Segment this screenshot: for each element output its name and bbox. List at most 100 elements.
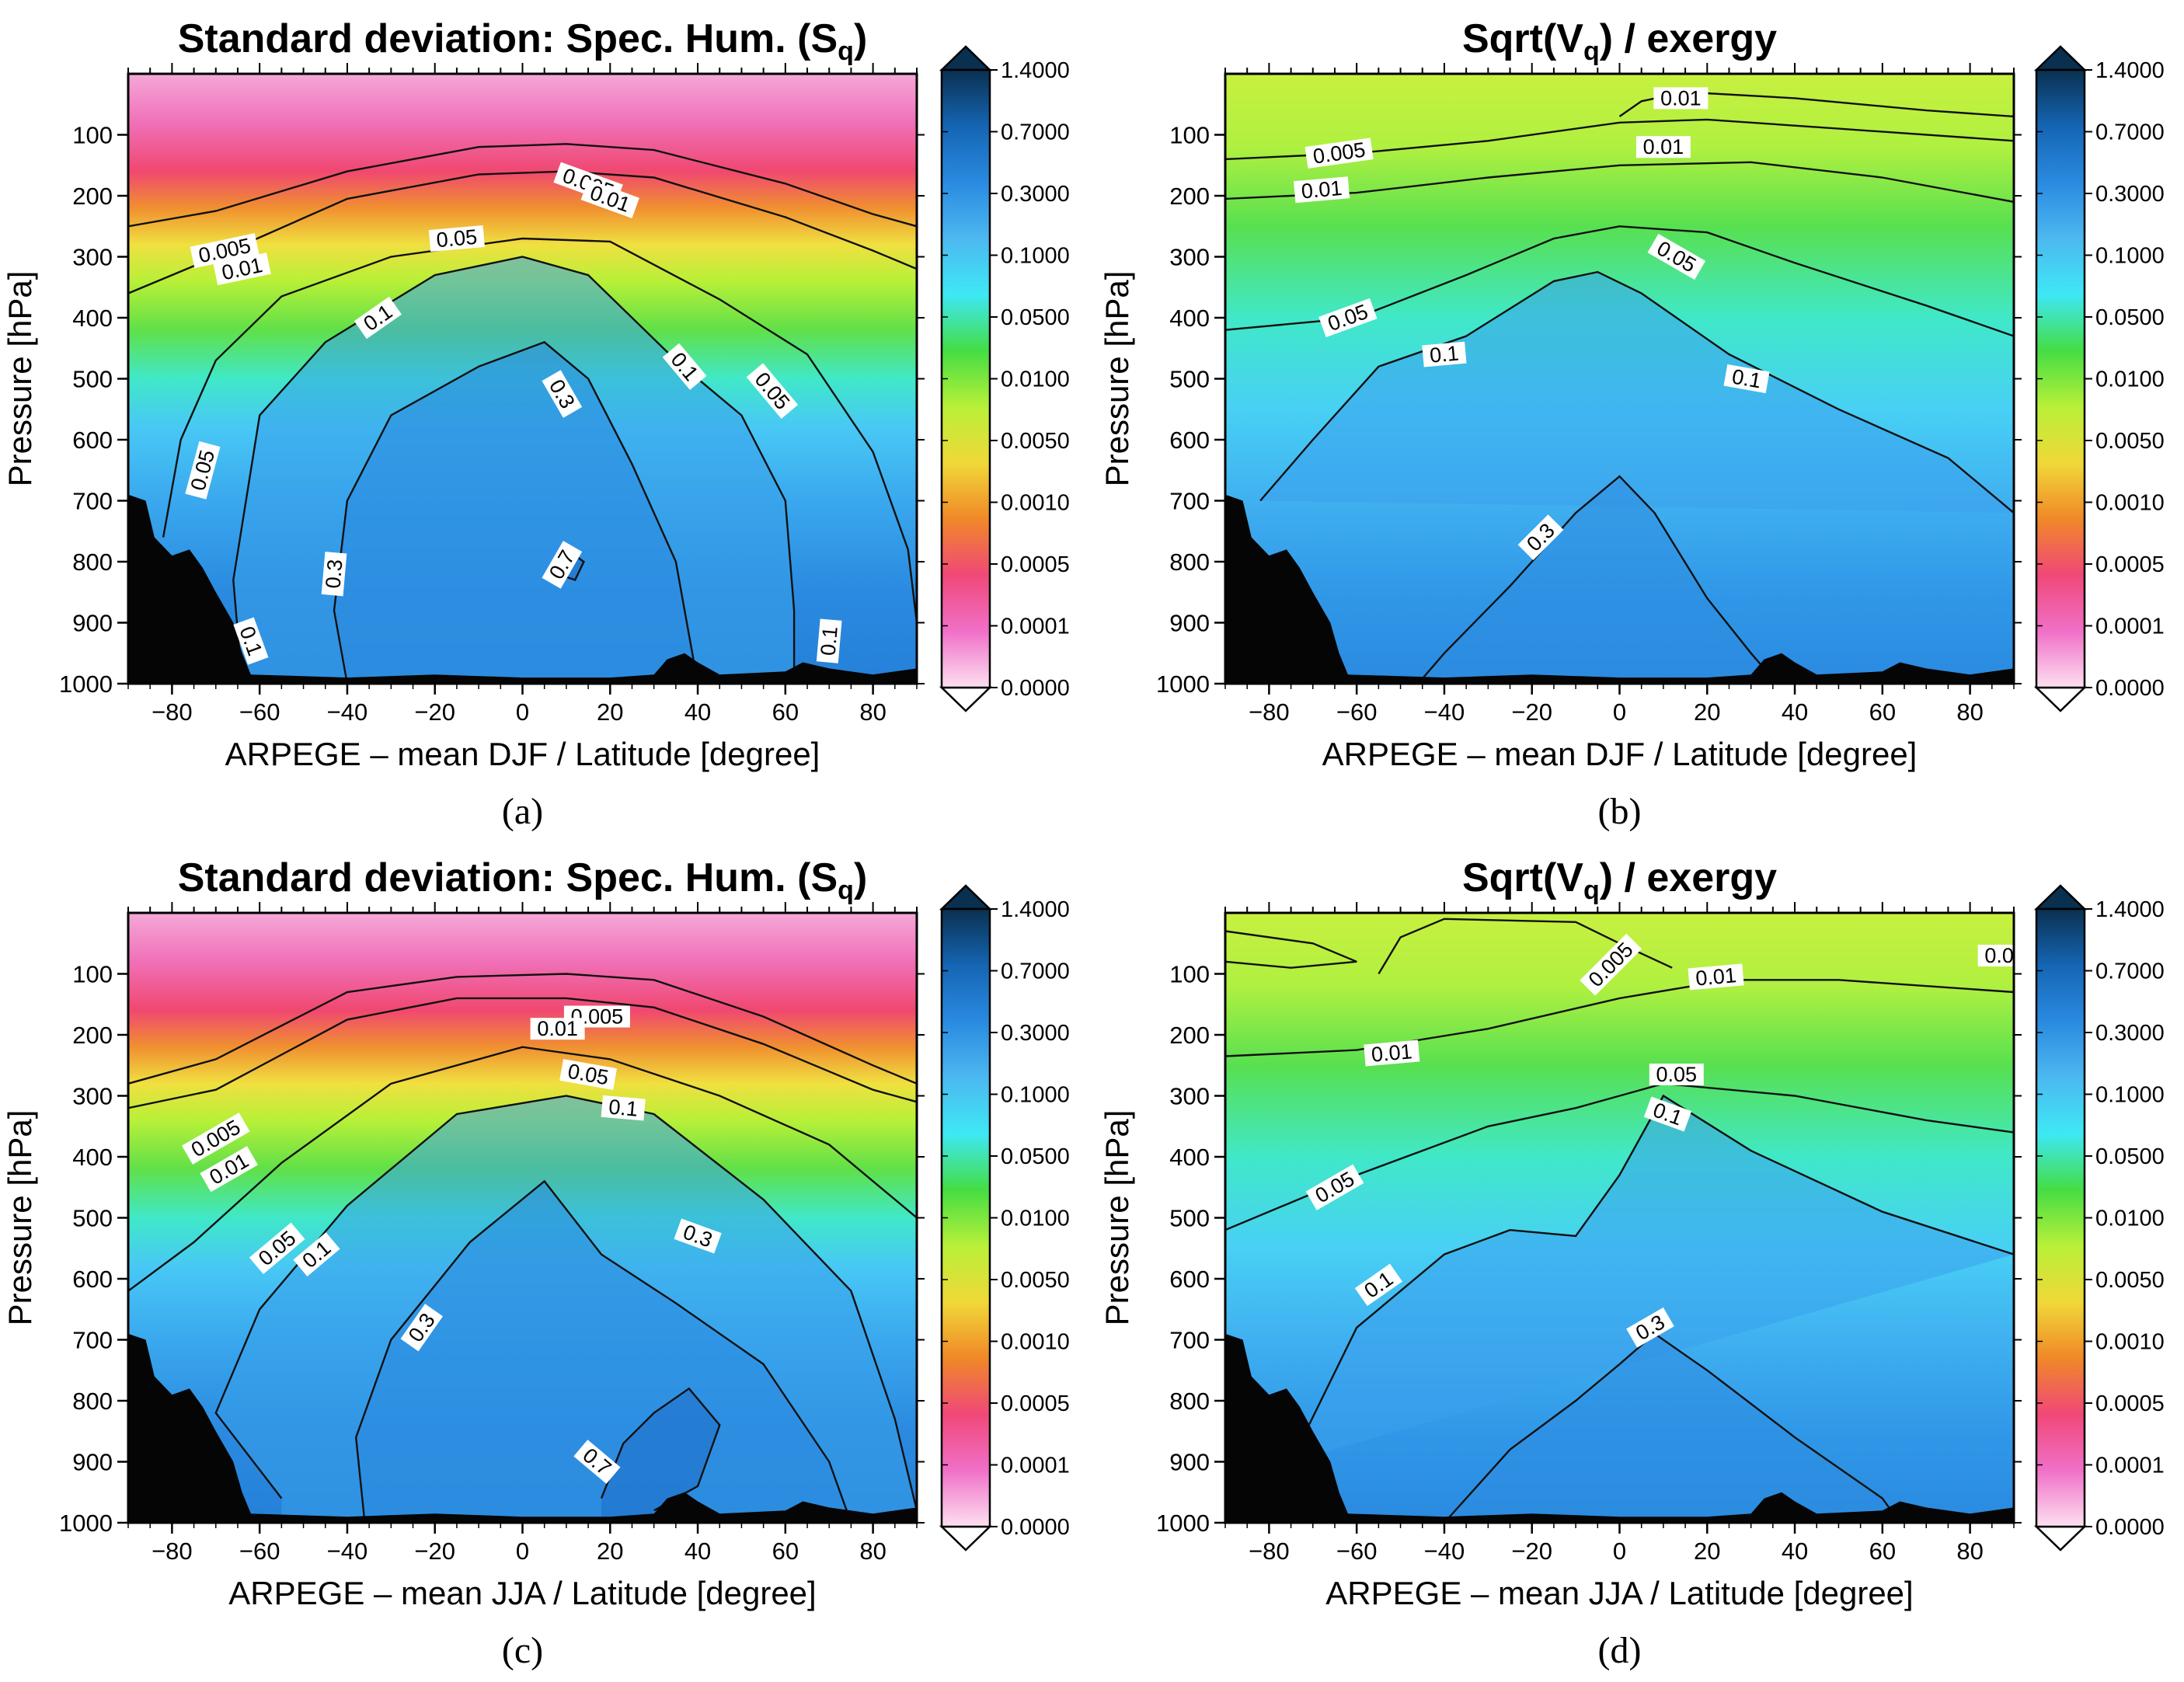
y-tick-label: 800 bbox=[72, 1388, 113, 1415]
contour-label-text: 0.1 bbox=[608, 1095, 639, 1121]
contour-label-text: 0.3 bbox=[321, 559, 347, 590]
x-tick-label: 60 bbox=[772, 698, 799, 726]
x-tick-label: 0 bbox=[1613, 698, 1626, 726]
plot-area: 0.005 0.010.010.010.050.10.050.10.3 bbox=[1225, 913, 2014, 1523]
y-tick-label: 600 bbox=[1169, 1266, 1210, 1293]
panel-title: Standard deviation: Spec. Hum. (Sq) bbox=[178, 16, 868, 66]
colorbar-label: 0.0050 bbox=[2095, 1268, 2165, 1293]
contour-line-0.05 bbox=[162, 237, 917, 623]
panel-caption: (d) bbox=[1598, 1630, 1642, 1671]
x-axis-label: ARPEGE – mean JJA / Latitude [degree] bbox=[228, 1575, 816, 1611]
contour-label-text: 0.1 bbox=[1429, 342, 1460, 367]
x-tick-label: −80 bbox=[1249, 698, 1290, 726]
y-tick-label: 100 bbox=[1169, 122, 1210, 149]
colorbar-label: 0.0010 bbox=[2095, 1330, 2165, 1355]
contour-line-0.01 bbox=[1618, 91, 2014, 118]
colorbar-label: 0.0050 bbox=[2095, 429, 2165, 454]
y-tick-label: 900 bbox=[72, 610, 113, 637]
y-tick-label: 100 bbox=[72, 122, 113, 149]
y-tick-label: 1000 bbox=[1156, 670, 1210, 698]
y-tick-label: 700 bbox=[72, 488, 113, 515]
panel-title: Sqrt(Vq) / exergy bbox=[1462, 16, 1777, 66]
colorbar: 1.4000 0.7000 0.3000 0.1000 0.0500 0.0100 0.00… bbox=[939, 884, 1070, 1551]
x-tick-label: −40 bbox=[327, 1537, 368, 1565]
x-tick-label: −40 bbox=[327, 698, 368, 726]
y-axis-label: Pressure [hPa] bbox=[1099, 271, 1135, 487]
contour-fill-0.3 bbox=[356, 1181, 852, 1523]
y-tick-label: 1000 bbox=[59, 1510, 113, 1537]
colorbar-label: 0.0100 bbox=[2095, 1207, 2165, 1231]
contour-line-0.005 bbox=[1225, 930, 1357, 969]
contour-fill-0.3 bbox=[334, 342, 698, 684]
x-tick-label: −80 bbox=[152, 1537, 193, 1565]
x-tick-label: 60 bbox=[772, 1537, 799, 1565]
colorbar-label: 0.1000 bbox=[2095, 244, 2165, 269]
contour-label: 0.3 bbox=[321, 552, 347, 597]
y-tick-label: 100 bbox=[72, 961, 113, 988]
panel-title: Standard deviation: Spec. Hum. (Sq) bbox=[178, 855, 868, 905]
y-tick-label: 800 bbox=[72, 548, 113, 576]
y-tick-label: 900 bbox=[1169, 610, 1210, 637]
y-tick-label: 300 bbox=[72, 1083, 113, 1110]
x-tick-label: 80 bbox=[859, 1537, 886, 1565]
colorbar-label: 0.0005 bbox=[2095, 1391, 2165, 1416]
contour-label: 0.1 bbox=[1723, 364, 1770, 394]
y-tick-label: 300 bbox=[1169, 244, 1210, 271]
contour-line-0.1 bbox=[1290, 1094, 2014, 1463]
x-tick-label: −40 bbox=[1424, 1537, 1465, 1565]
y-tick-label: 900 bbox=[1169, 1449, 1210, 1476]
topography bbox=[128, 1333, 917, 1523]
contour-label-text: 0.01 bbox=[1301, 176, 1343, 203]
panel-caption: (c) bbox=[502, 1630, 543, 1671]
x-tick-label: −20 bbox=[414, 698, 455, 726]
y-tick-label: 500 bbox=[72, 366, 113, 393]
x-tick-label: 60 bbox=[1869, 1537, 1896, 1565]
colorbar-scale bbox=[940, 68, 991, 689]
y-tick-label: 200 bbox=[1169, 1022, 1210, 1049]
contour-line-0.01 bbox=[1225, 979, 2014, 1057]
colorbar: 1.4000 0.7000 0.3000 0.1000 0.0500 0.0100 0.00… bbox=[939, 45, 1070, 712]
contour-label: 0.01 bbox=[1653, 86, 1709, 110]
x-tick-label: −20 bbox=[414, 1537, 455, 1565]
panel-c: 0.0050.010.050.10.0050.010.050.10.30.30.… bbox=[2, 855, 1070, 1671]
x-tick-label: −60 bbox=[239, 698, 280, 726]
colorbar-label: 1.4000 bbox=[1001, 897, 1070, 922]
panel-d: 0.005 0.010.010.010.050.10.050.10.3−80 −60… bbox=[1099, 855, 2165, 1671]
y-tick-label: 700 bbox=[1169, 488, 1210, 515]
y-tick-label: 1000 bbox=[1156, 1510, 1210, 1537]
colorbar-label: 0.3000 bbox=[1001, 1021, 1070, 1046]
x-tick-label: 0 bbox=[516, 698, 529, 726]
y-tick-label: 300 bbox=[1169, 1083, 1210, 1110]
contour-label: 0.01 bbox=[1688, 963, 1744, 991]
y-tick-label: 400 bbox=[72, 1144, 113, 1171]
y-tick-label: 1000 bbox=[59, 670, 113, 698]
colorbar-label: 0.0005 bbox=[1001, 1391, 1070, 1416]
y-tick-label: 600 bbox=[1169, 427, 1210, 454]
colorbar-label: 0.1000 bbox=[2095, 1083, 2165, 1108]
colorbar-label: 0.3000 bbox=[2095, 1021, 2165, 1046]
y-axis-label: Pressure [hPa] bbox=[2, 271, 38, 487]
colorbar-bottom-arrow bbox=[2033, 686, 2088, 712]
colorbar-top-arrow bbox=[939, 884, 993, 911]
colorbar-label: 1.4000 bbox=[1001, 58, 1070, 83]
colorbar-bottom-arrow bbox=[2033, 1525, 2088, 1551]
colorbar-label: 0.0500 bbox=[1001, 1144, 1070, 1169]
plot-area: 0.010.005 0.010.010.050.050.10.10.3 bbox=[1225, 74, 2014, 684]
y-tick-label: 500 bbox=[1169, 1205, 1210, 1232]
x-tick-label: −60 bbox=[239, 1537, 280, 1565]
panel-a: 0.0050.010.0050.010.050.10.10.050.30.050… bbox=[2, 16, 1070, 832]
y-tick-label: 700 bbox=[72, 1327, 113, 1354]
y-tick-label: 500 bbox=[1169, 366, 1210, 393]
colorbar-label: 0.0001 bbox=[2095, 1454, 2165, 1478]
contour-line-0.05 bbox=[1225, 1082, 2014, 1231]
contour-line-0.1 bbox=[1259, 270, 2014, 514]
x-tick-label: 60 bbox=[1869, 698, 1896, 726]
colorbar-label: 0.1000 bbox=[1001, 1083, 1070, 1108]
x-tick-label: 80 bbox=[859, 698, 886, 726]
x-tick-label: −80 bbox=[152, 698, 193, 726]
colorbar-label: 0.0010 bbox=[1001, 1330, 1070, 1355]
colorbar-label: 0.0100 bbox=[1001, 367, 1070, 392]
contour-line-0.01 bbox=[1225, 161, 2014, 204]
colorbar-label: 0.0001 bbox=[2095, 615, 2165, 639]
